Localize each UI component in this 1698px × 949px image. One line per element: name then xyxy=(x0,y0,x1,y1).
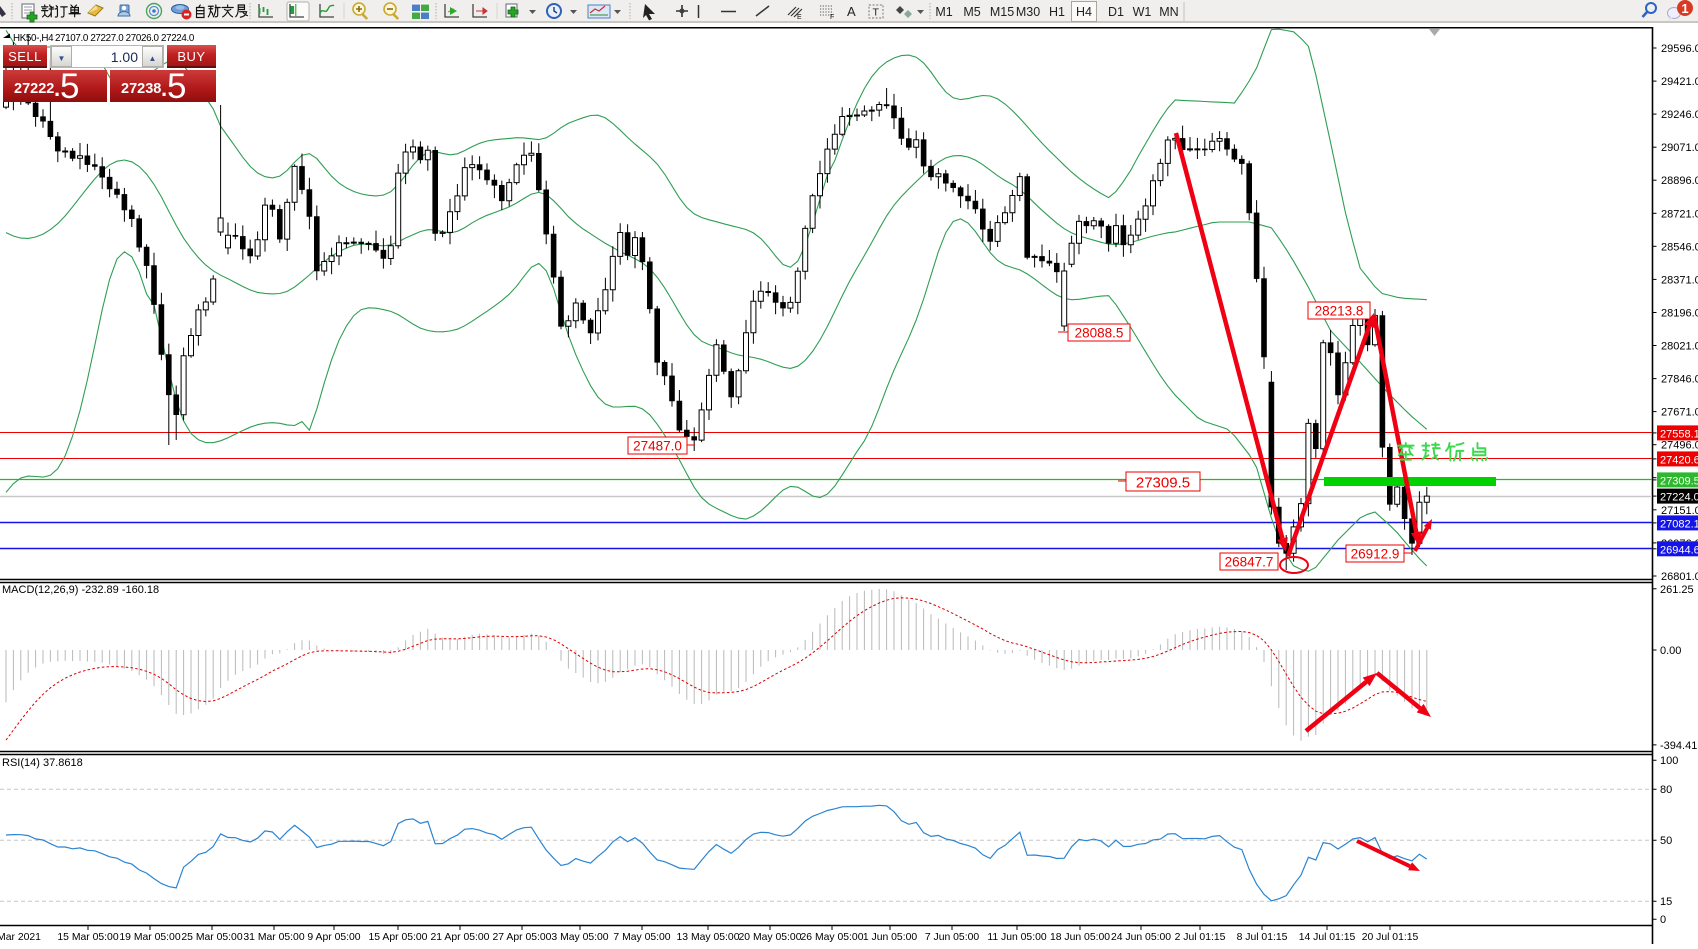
svg-text:21 Apr 05:00: 21 Apr 05:00 xyxy=(431,932,490,943)
svg-text:27082.1: 27082.1 xyxy=(1660,518,1698,530)
svg-text:27558.1: 27558.1 xyxy=(1660,428,1698,440)
svg-text:24 Jun 05:00: 24 Jun 05:00 xyxy=(1111,932,1171,943)
svg-text:W1: W1 xyxy=(1133,5,1152,19)
svg-text:100: 100 xyxy=(1660,755,1678,767)
svg-text:1: 1 xyxy=(1681,1,1688,16)
svg-text:27671.0: 27671.0 xyxy=(1661,407,1698,419)
svg-text:31 Mar 05:00: 31 Mar 05:00 xyxy=(243,932,304,943)
svg-text:18 Jun 05:00: 18 Jun 05:00 xyxy=(1050,932,1110,943)
svg-text:27224.0: 27224.0 xyxy=(1660,492,1698,504)
svg-text:28196.0: 28196.0 xyxy=(1661,308,1698,320)
svg-text:20 May 05:00: 20 May 05:00 xyxy=(739,932,802,943)
svg-text:27420.6: 27420.6 xyxy=(1660,454,1698,466)
svg-text:28721.0: 28721.0 xyxy=(1661,208,1698,220)
svg-text:20 Jul 01:15: 20 Jul 01:15 xyxy=(1362,932,1419,943)
svg-text:14 Jul 01:15: 14 Jul 01:15 xyxy=(1299,932,1356,943)
svg-text:D1: D1 xyxy=(1108,5,1124,19)
svg-text:25 Mar 05:00: 25 Mar 05:00 xyxy=(181,932,242,943)
svg-text:27487.0: 27487.0 xyxy=(633,439,682,454)
svg-text:F: F xyxy=(830,14,834,21)
svg-text:9 Apr 05:00: 9 Apr 05:00 xyxy=(307,932,360,943)
svg-text:27496.0: 27496.0 xyxy=(1661,440,1698,452)
svg-text:80: 80 xyxy=(1660,784,1672,796)
svg-text:27309.5: 27309.5 xyxy=(1660,475,1698,487)
svg-text:261.25: 261.25 xyxy=(1660,584,1694,596)
svg-text:15: 15 xyxy=(1660,896,1672,908)
svg-text:50: 50 xyxy=(1660,835,1672,847)
svg-text:28896.0: 28896.0 xyxy=(1661,175,1698,187)
svg-text:26 May 05:00: 26 May 05:00 xyxy=(801,932,864,943)
svg-text:15 Apr 05:00: 15 Apr 05:00 xyxy=(369,932,428,943)
svg-text:H4: H4 xyxy=(1076,5,1092,19)
svg-text:7 May 05:00: 7 May 05:00 xyxy=(613,932,670,943)
svg-text:A: A xyxy=(847,4,856,19)
svg-text:Mar 2021: Mar 2021 xyxy=(0,932,41,943)
svg-text:26801.0: 26801.0 xyxy=(1661,571,1698,583)
svg-text:26847.7: 26847.7 xyxy=(1225,555,1274,570)
svg-text:MACD(12,26,9) -232.89 -160.18: MACD(12,26,9) -232.89 -160.18 xyxy=(2,584,159,596)
svg-text:29071.0: 29071.0 xyxy=(1661,142,1698,154)
svg-text:28371.0: 28371.0 xyxy=(1661,274,1698,286)
svg-text:26912.9: 26912.9 xyxy=(1351,547,1400,562)
svg-text:15 Mar 05:00: 15 Mar 05:00 xyxy=(57,932,118,943)
svg-text:M5: M5 xyxy=(963,5,980,19)
svg-text:27107.0 27227.0 27026.0 27224.: 27107.0 27227.0 27026.0 27224.0 xyxy=(55,33,195,44)
svg-text:27 Apr 05:00: 27 Apr 05:00 xyxy=(493,932,552,943)
svg-text:28088.5: 28088.5 xyxy=(1075,326,1124,341)
svg-text:-394.41: -394.41 xyxy=(1660,740,1697,752)
svg-text:3 May 05:00: 3 May 05:00 xyxy=(551,932,608,943)
svg-text:29596.0: 29596.0 xyxy=(1661,43,1698,55)
svg-text:0.00: 0.00 xyxy=(1660,645,1681,657)
svg-text:19 Mar 05:00: 19 Mar 05:00 xyxy=(119,932,180,943)
svg-text:M30: M30 xyxy=(1016,5,1040,19)
svg-text:29246.0: 29246.0 xyxy=(1661,109,1698,121)
svg-text:26944.6: 26944.6 xyxy=(1660,544,1698,556)
svg-text:HK50-,H4: HK50-,H4 xyxy=(13,33,54,44)
svg-text:28546.0: 28546.0 xyxy=(1661,241,1698,253)
svg-text:11 Jun 05:00: 11 Jun 05:00 xyxy=(987,932,1047,943)
svg-text:29421.0: 29421.0 xyxy=(1661,76,1698,88)
svg-text:28213.8: 28213.8 xyxy=(1315,304,1364,319)
svg-text:27151.0: 27151.0 xyxy=(1661,505,1698,517)
svg-text:E: E xyxy=(797,14,802,21)
svg-text:7 Jun 05:00: 7 Jun 05:00 xyxy=(925,932,980,943)
svg-text:0: 0 xyxy=(1660,914,1666,926)
svg-text:H1: H1 xyxy=(1049,5,1065,19)
svg-text:27309.5: 27309.5 xyxy=(1136,475,1190,492)
svg-text:M1: M1 xyxy=(935,5,952,19)
svg-text:T: T xyxy=(873,7,880,19)
svg-text:27846.0: 27846.0 xyxy=(1661,374,1698,386)
svg-text:28021.0: 28021.0 xyxy=(1661,341,1698,353)
svg-text:M15: M15 xyxy=(990,5,1014,19)
svg-text:2 Jul 01:15: 2 Jul 01:15 xyxy=(1175,932,1226,943)
svg-text:8 Jul 01:15: 8 Jul 01:15 xyxy=(1237,932,1288,943)
svg-text:13 May 05:00: 13 May 05:00 xyxy=(677,932,740,943)
svg-text:1 Jun 05:00: 1 Jun 05:00 xyxy=(863,932,918,943)
svg-text:MN: MN xyxy=(1159,5,1178,19)
svg-text:RSI(14) 37.8618: RSI(14) 37.8618 xyxy=(2,757,83,769)
